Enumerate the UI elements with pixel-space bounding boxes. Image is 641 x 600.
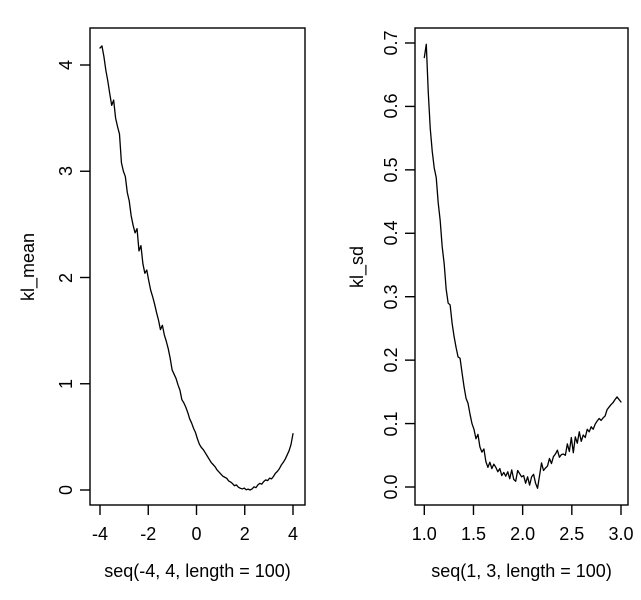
plot-box-left [89,27,306,506]
y-axis-title-left: kl_mean [17,232,38,301]
x-tick-label-left-4: 4 [287,523,299,544]
x-tick-label-right-4: 3.0 [608,523,634,544]
y-tick-label-right-2: 0.2 [381,347,401,373]
data-line-right [423,43,622,489]
y-tick-label-right-4: 0.4 [381,220,401,246]
y-tick-label-left-1: 1 [56,378,76,389]
y-axis-title-right: kl_sd [346,245,367,288]
x-tick-label-left-0: -4 [91,523,109,544]
x-tick-label-left-2: 0 [191,523,202,544]
y-tick-label-right-7: 0.7 [381,30,401,56]
x-axis-title-left: seq(-4, 4, length = 100) [104,560,291,581]
x-tick-label-right-3: 2.5 [559,523,585,544]
x-tick-label-right-0: 1.0 [411,523,437,544]
y-tick-label-left-3: 3 [56,166,76,177]
y-tick-label-right-6: 0.6 [381,93,401,119]
y-tick-label-right-5: 0.5 [381,157,401,183]
x-tick-label-left-1: -2 [140,523,157,544]
y-tick-label-right-1: 0.1 [381,411,401,437]
plot-box-right [414,27,629,506]
y-tick-label-right-3: 0.3 [381,284,401,310]
y-tick-label-left-4: 4 [56,59,76,71]
y-tick-label-right-0: 0.0 [381,474,401,500]
x-tick-label-right-2: 2.0 [510,523,536,544]
x-tick-label-left-3: 2 [239,523,250,544]
y-tick-label-left-0: 0 [56,484,76,496]
x-axis-title-right: seq(1, 3, length = 100) [431,560,612,581]
data-line-left [99,45,294,491]
y-tick-label-left-2: 2 [56,272,76,283]
x-tick-label-right-1: 1.5 [460,523,486,544]
